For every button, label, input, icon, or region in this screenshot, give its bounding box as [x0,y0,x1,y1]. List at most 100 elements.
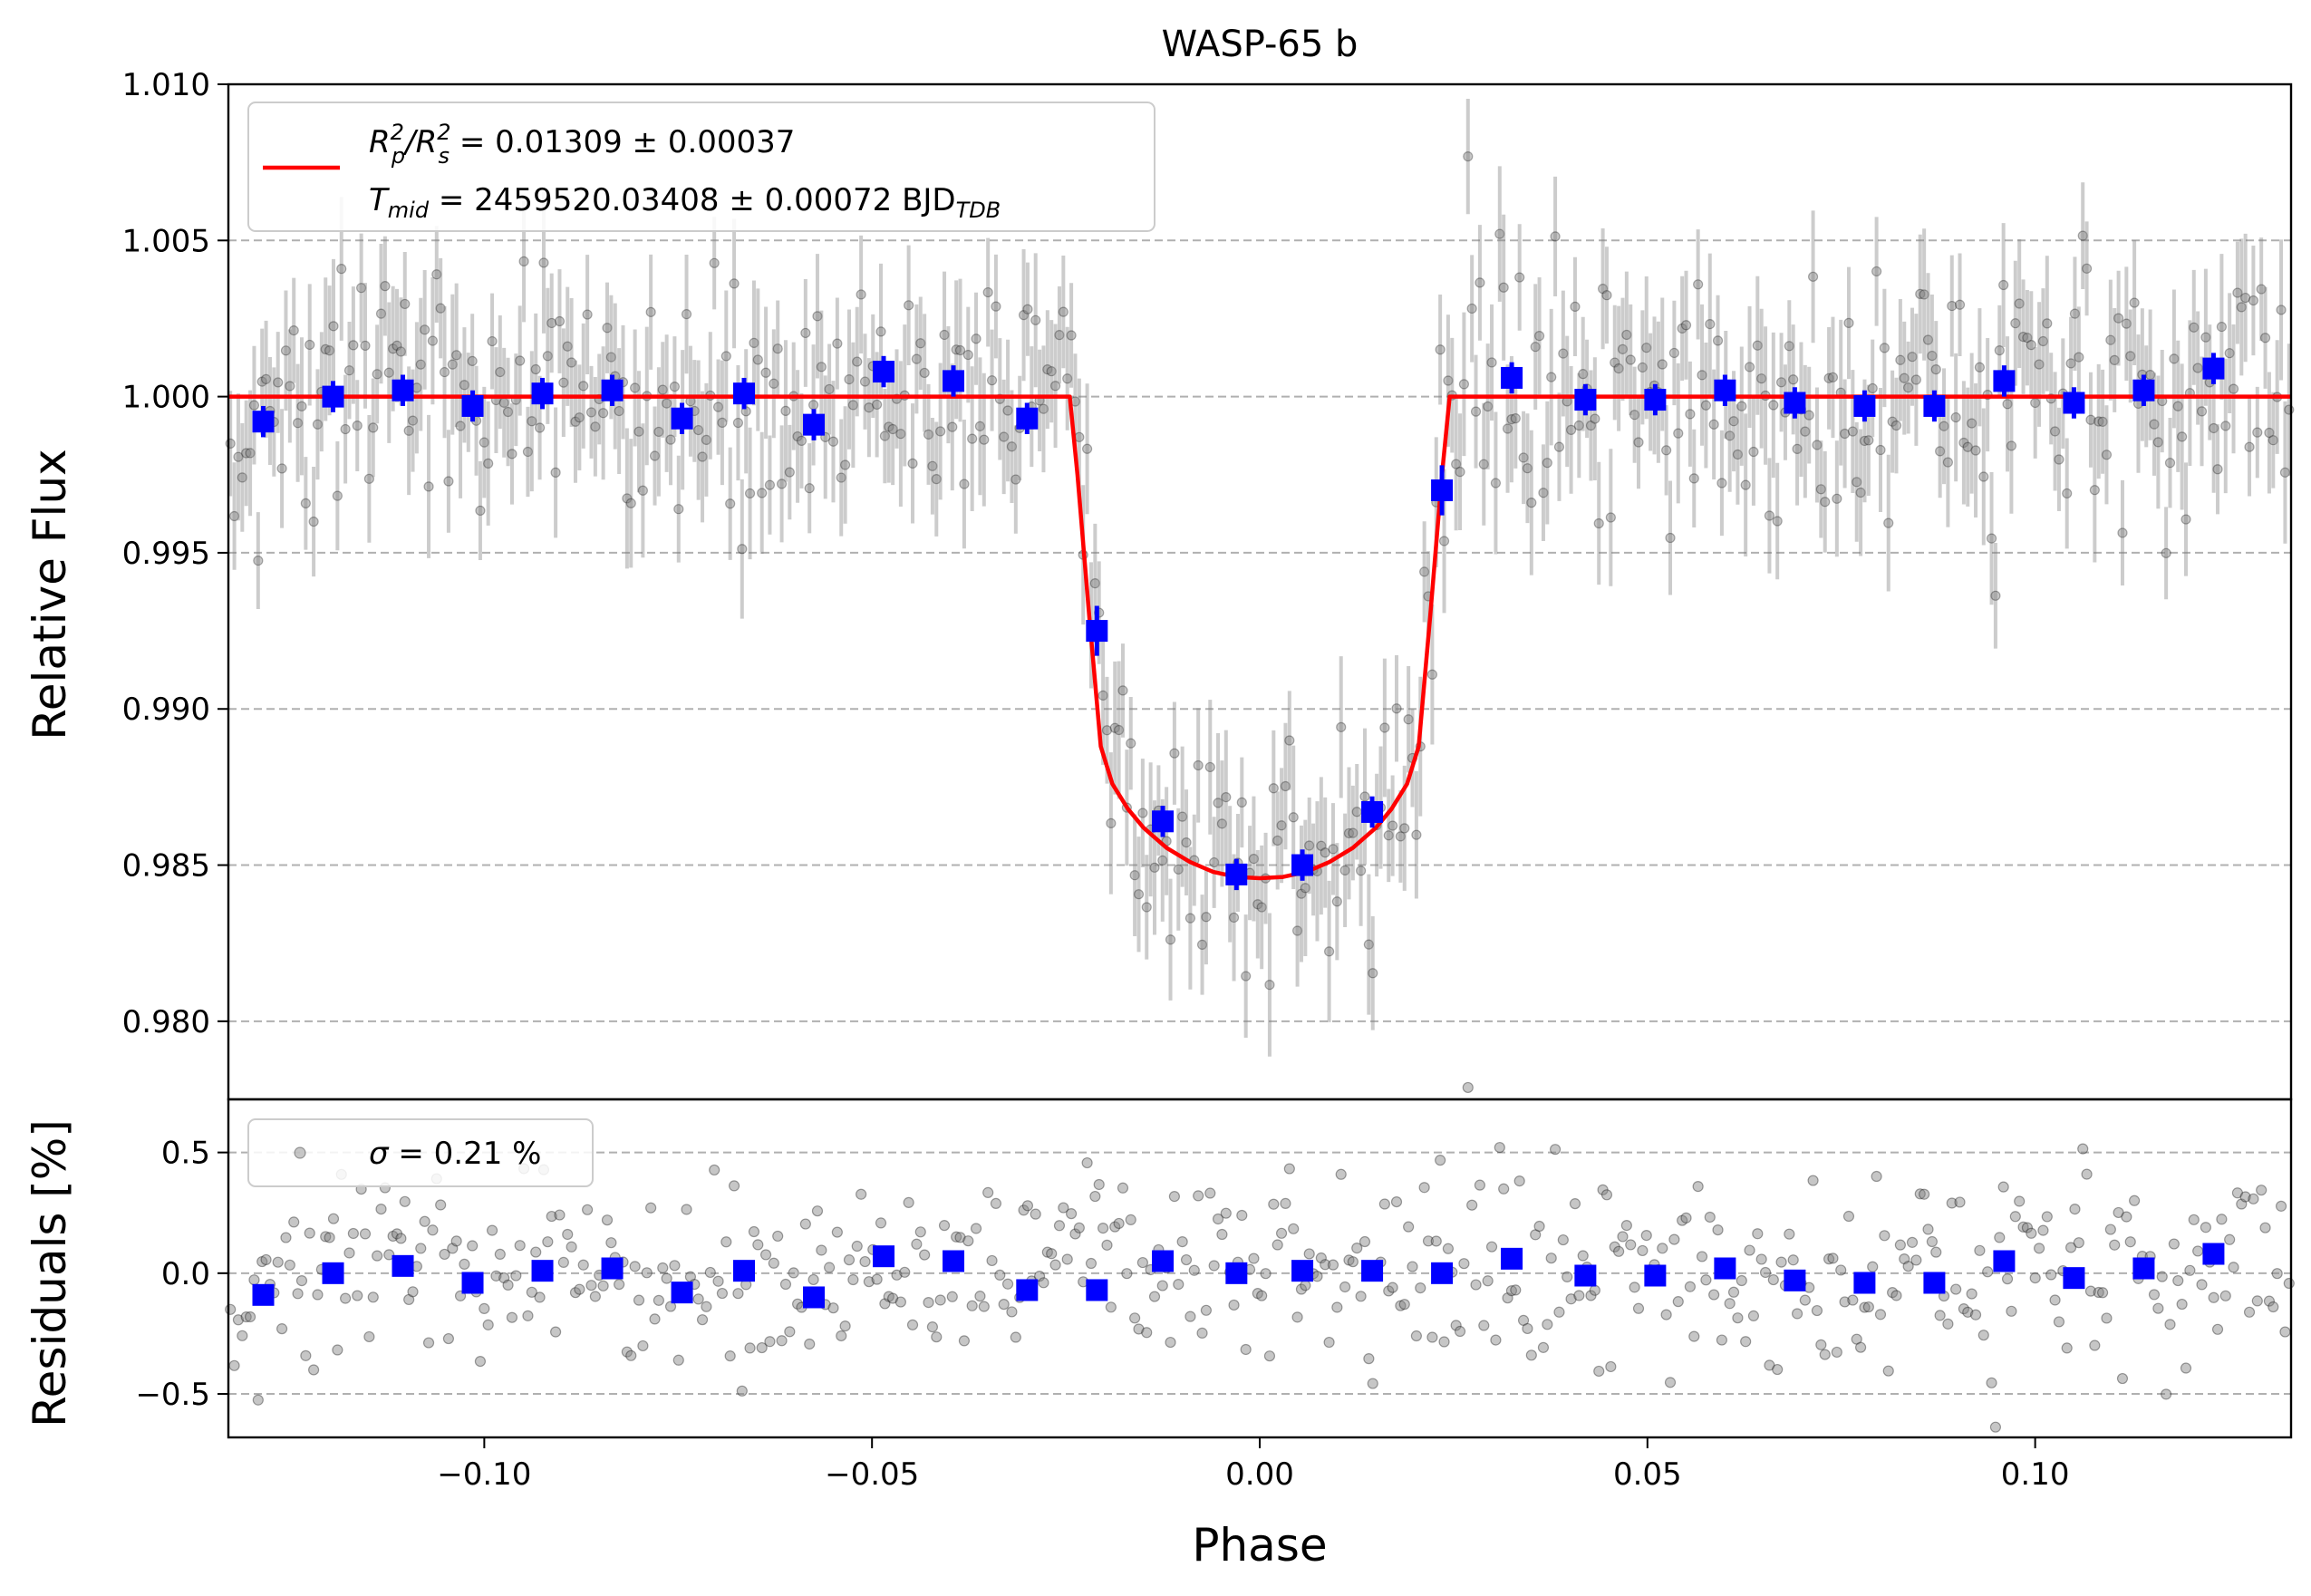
residuals-legend: σ = 0.21 % [247,1118,594,1187]
raw-residual-point [1228,1299,1240,1311]
raw-residual-point [811,1205,824,1217]
raw-residual-point [1454,1325,1466,1338]
raw-residual-point [1609,1241,1620,1253]
raw-flux-point [947,421,958,432]
raw-flux-point [2077,230,2088,241]
raw-residual-point [919,1249,931,1261]
raw-residual-point [2081,1168,2093,1180]
raw-flux-point [2216,321,2228,333]
raw-residual-point [2049,1294,2061,1306]
raw-flux-point [836,472,846,483]
raw-flux-point [1320,847,1330,858]
raw-flux-point [633,426,644,437]
raw-residual-point [1732,1312,1744,1324]
raw-flux-point [296,401,307,411]
raw-flux-point [273,377,284,388]
raw-residual-point [534,1291,546,1303]
residuals-panel: −0.5 0.0 0.5 −0.10 −0.05 0.00 0.05 0.10 σ = 0.… [135,1081,2295,1493]
raw-flux-point [1106,817,1117,828]
raw-flux-point [1323,946,1335,957]
raw-residual-point [1764,1359,1775,1371]
raw-flux-point [2125,351,2136,362]
raw-flux-point [927,460,938,471]
raw-residual-point [1537,1341,1550,1353]
raw-flux-point [2069,308,2081,319]
raw-flux-point [879,430,890,441]
raw-flux-point [1847,426,1858,437]
raw-residual-point [260,1253,272,1266]
raw-residual-point [1220,1207,1232,1219]
raw-flux-point [816,362,827,372]
raw-residual-point [696,1314,709,1326]
raw-residual-point [641,1267,653,1279]
raw-residual-point [1874,1309,1887,1320]
raw-residual-point [1485,1241,1498,1253]
legend-tmid: Tmid = 2459520.03408 ± 0.00072 BJDTDB [369,182,1001,223]
raw-residual-point [779,1278,792,1291]
raw-flux-point [1046,366,1057,377]
raw-residual-point [1914,1188,1926,1200]
raw-flux-point [2006,440,2017,451]
raw-flux-point [1272,835,1283,846]
raw-residual-point [946,1291,958,1302]
binned-residual-point [1225,1262,1248,1284]
raw-flux-point [1732,449,1744,460]
binned-flux-point [1361,800,1384,823]
raw-residual-point [1046,1248,1058,1260]
raw-flux-point [602,323,613,334]
raw-flux-point [1399,823,1410,834]
raw-residual-point [2200,1222,2211,1233]
raw-residual-point [1435,1155,1446,1166]
raw-residual-point [1030,1208,1041,1220]
raw-flux-point [1280,780,1291,792]
raw-flux-point [1252,899,1263,910]
raw-residual-point [1977,1330,1989,1341]
raw-flux-point [1038,403,1049,414]
raw-residual-point [1565,1293,1577,1305]
raw-residual-point [1597,1184,1609,1195]
raw-residual-point [1252,1288,1263,1300]
raw-residual-point [1899,1253,1910,1265]
legend-radius-value: = 0.01309 ± 0.00037 [450,124,795,160]
raw-residual-point [272,1256,284,1268]
raw-flux-point [1300,883,1310,894]
raw-flux-point [2209,422,2219,434]
raw-flux-point [732,417,744,429]
raw-residual-point [2228,1262,2239,1273]
raw-flux-point [225,438,236,449]
raw-flux-point [769,378,779,389]
raw-residual-point [450,1235,462,1247]
raw-flux-point [2200,332,2211,343]
raw-flux-point [1680,320,1692,331]
raw-residual-point [1426,1331,1438,1343]
raw-residual-point [1430,1235,1442,1247]
raw-residual-point [2152,1302,2164,1314]
raw-flux-point [2081,263,2093,274]
raw-residual-point [709,1164,720,1176]
raw-residual-point [1156,1280,1168,1291]
raw-residual-point [1855,1341,1867,1353]
raw-flux-point [431,269,442,280]
raw-flux-point [2279,467,2291,478]
raw-flux-point [1438,536,1450,547]
raw-residual-point [1600,1189,1613,1201]
raw-flux-point [447,359,458,370]
raw-residual-point [1910,1254,1922,1266]
raw-residual-point [804,1338,816,1350]
raw-residual-point [1708,1289,1720,1301]
raw-residual-point [1180,1253,1193,1266]
raw-flux-point [237,472,247,483]
raw-residual-point [724,1350,736,1362]
raw-flux-point [1129,870,1140,881]
binned-flux-point [1923,394,1946,417]
raw-flux-point [1284,735,1295,746]
legend-rp-sub: p [391,143,405,169]
raw-flux-point [2189,322,2200,333]
raw-residual-point [633,1294,645,1306]
raw-residual-point [601,1214,614,1226]
raw-residual-point [442,1332,455,1345]
raw-flux-point [479,437,489,448]
raw-flux-point [1895,354,1906,365]
raw-residual-point [645,1202,657,1214]
raw-flux-point [931,474,942,485]
